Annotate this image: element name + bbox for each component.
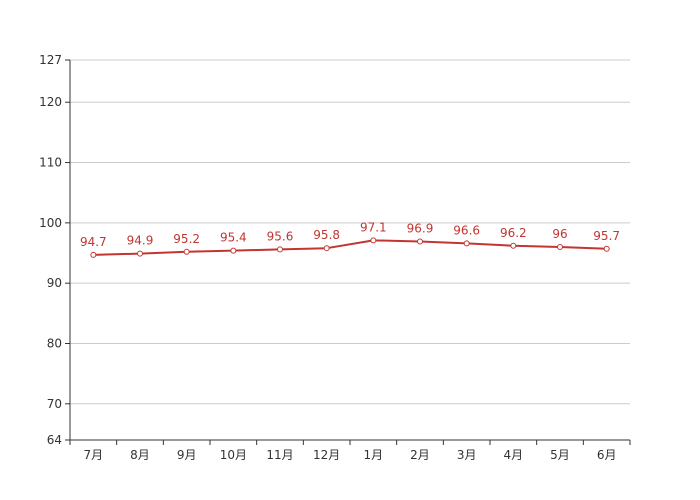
data-point [557,243,563,250]
data-label: 96.9 [407,222,434,236]
data-point [277,246,283,253]
y-tick-label: 127 [39,53,62,67]
data-label: 95.4 [220,231,247,245]
data-point [510,242,517,249]
data-point [230,247,237,254]
y-tick-label: 110 [39,156,62,170]
x-tick-label: 4月 [504,448,524,462]
data-point [463,240,470,247]
data-label: 96.2 [500,226,527,240]
data-label: 94.7 [80,235,107,249]
x-tick-label: 5月 [550,448,570,462]
grid-lines [70,59,630,405]
x-tick-label: 11月 [266,448,293,462]
data-label: 95.6 [267,229,294,243]
y-tick-label: 80 [47,336,62,350]
data-label: 96 [552,227,567,241]
data-point [603,245,610,252]
data-point [137,250,143,257]
data-point [90,251,97,258]
y-tick-label: 100 [39,216,62,230]
data-label: 95.8 [313,228,340,242]
y-tick-label: 64 [47,433,62,447]
data-point [417,238,423,245]
data-point [183,248,190,255]
x-tick-label: 9月 [177,448,197,462]
x-tick-label: 7月 [84,448,104,462]
series-line [93,239,607,256]
data-labels: 94.7 94.9 95.2 95.4 95.6 95.8 97.1 96.9 96.6 96.2… [80,220,620,248]
x-tick-label: 3月 [457,448,477,462]
x-tick-label: 8月 [130,448,150,462]
data-label: 97.1 [360,220,387,234]
x-tick-label: 12月 [313,448,340,462]
data-label: 95.2 [173,232,200,246]
data-point [370,237,377,244]
axes [69,60,630,441]
x-tick-label: 6月 [597,448,617,462]
x-tick-label: 10月 [220,448,247,462]
data-label: 95.7 [593,229,620,243]
y-axis-ticks: 64 70 80 90 100 110 120 127 [39,53,70,447]
x-axis-ticks: 7月 8月 9月 10月 11月 12月 1月 2月 3月 4月 5月 6月 [69,440,631,462]
data-point [323,245,330,252]
y-tick-label: 120 [39,95,62,109]
x-tick-label: 1月 [364,448,384,462]
data-label: 96.6 [453,223,480,237]
y-tick-label: 70 [47,397,62,411]
x-tick-label: 2月 [410,448,430,462]
data-label: 94.9 [127,234,154,248]
y-tick-label: 90 [47,276,62,290]
series [90,237,610,258]
